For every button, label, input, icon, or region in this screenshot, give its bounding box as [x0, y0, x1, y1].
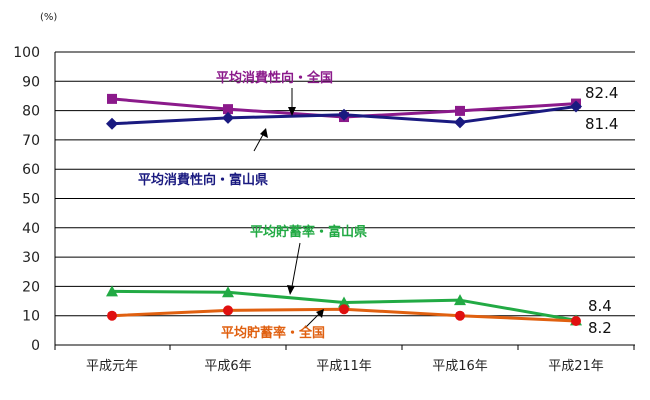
y-tick-label: 80 [22, 104, 40, 120]
data-point [106, 285, 118, 297]
x-tick-label: 平成11年 [316, 359, 372, 374]
data-point [223, 104, 233, 115]
data-point [338, 108, 350, 121]
data-point [222, 111, 234, 124]
end-value-labels: 82.4 81.4 8.4 8.2 [585, 84, 618, 337]
data-point [222, 286, 234, 298]
y-tick-label: 30 [22, 250, 40, 266]
y-tick-label: 70 [22, 133, 40, 149]
data-point [571, 315, 581, 326]
arrow-toyama-savings [290, 242, 301, 293]
data-point [455, 310, 465, 321]
data-point [106, 117, 118, 130]
series-1 [106, 100, 582, 130]
y-tick-label: 40 [22, 221, 40, 237]
data-point [455, 105, 465, 116]
x-axis-ticks: 平成元年 平成6年 平成11年 平成16年 平成21年 [54, 345, 635, 374]
x-tick-label: 平成6年 [204, 359, 251, 374]
annotations [253, 88, 324, 329]
data-point [107, 93, 117, 104]
end-label-toyama-consumption: 81.4 [585, 115, 618, 133]
y-tick-label: 60 [22, 162, 40, 178]
series-label-toyama-savings: 平均貯蓄率・富山県 [250, 224, 367, 240]
series-labels: 平均消費性向・全国 平均消費性向・富山県 平均貯蓄率・富山県 平均貯蓄率・全国 [138, 70, 367, 341]
data-point [454, 294, 466, 306]
data-point [454, 116, 466, 129]
data-point [570, 100, 582, 113]
x-tick-label: 平成21年 [548, 359, 604, 374]
data-point [223, 305, 233, 316]
arrowhead-toyama-savings [287, 285, 295, 295]
series-3 [107, 304, 581, 326]
y-tick-label: 0 [31, 338, 40, 354]
end-label-toyama-savings: 8.4 [588, 297, 612, 315]
series-layer [106, 93, 582, 326]
end-label-national-savings: 8.2 [588, 319, 612, 337]
x-tick-label: 平成元年 [86, 359, 138, 374]
end-label-national-consumption: 82.4 [585, 84, 618, 102]
unit-label: (%) [40, 12, 57, 23]
y-tick-label: 90 [22, 74, 40, 90]
y-tick-label: 20 [22, 279, 40, 295]
y-tick-label: 10 [22, 309, 40, 325]
series-label-toyama-consumption: 平均消費性向・富山県 [138, 172, 268, 188]
data-point [339, 304, 349, 315]
y-tick-label: 50 [22, 192, 40, 208]
data-point [107, 310, 117, 321]
series-label-national-consumption: 平均消費性向・全国 [216, 70, 333, 86]
data-point [338, 296, 350, 308]
series-label-national-savings: 平均貯蓄率・全国 [221, 325, 325, 341]
x-tick-label: 平成16年 [432, 359, 488, 374]
arrowhead-national-savings [316, 309, 324, 318]
y-axis-ticks: 0 10 20 30 40 50 60 70 80 90 100 [13, 45, 40, 354]
y-tick-label: 100 [13, 45, 40, 61]
arrowhead-national-consumption [288, 107, 296, 116]
arrowhead-toyama-consumption [260, 128, 268, 138]
